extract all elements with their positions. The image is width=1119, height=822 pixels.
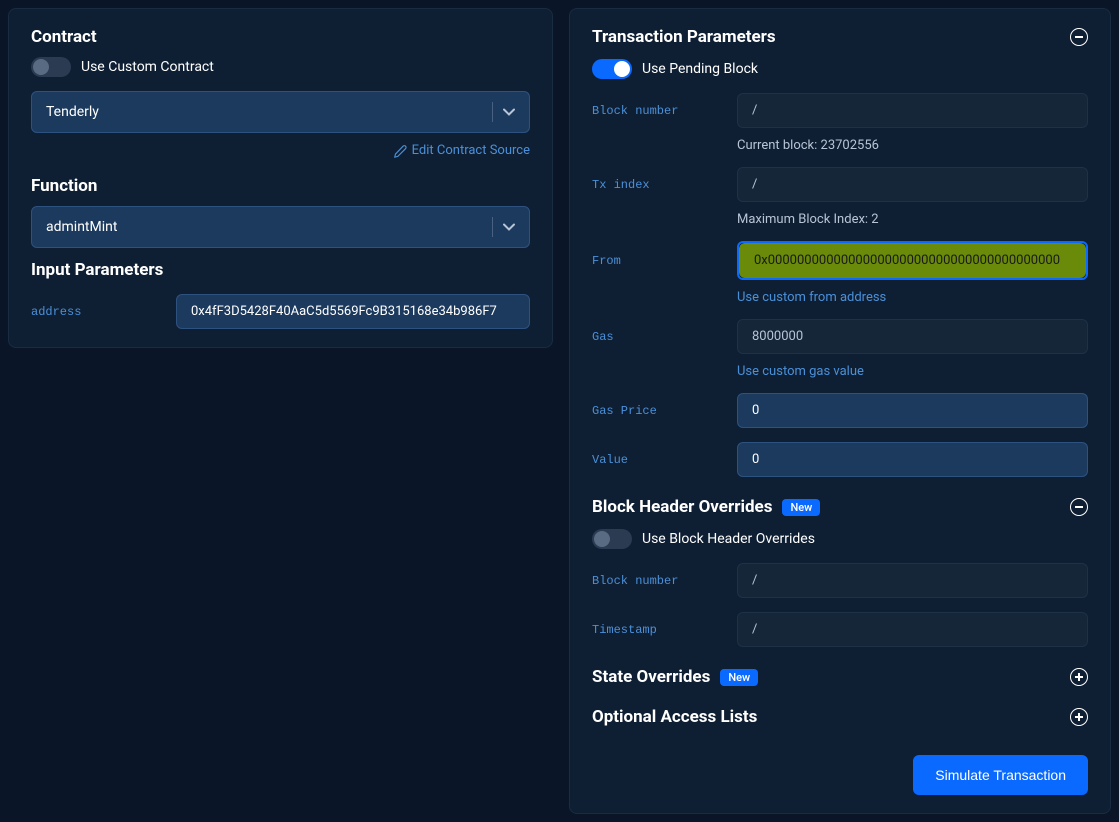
bh-block-number-input	[737, 563, 1088, 598]
tx-index-row: Tx index	[592, 167, 1088, 202]
gas-price-row: Gas Price	[592, 393, 1088, 428]
bh-block-number-label: Block number	[592, 574, 737, 588]
simulate-transaction-button[interactable]: Simulate Transaction	[913, 755, 1088, 795]
collapse-icon[interactable]	[1070, 498, 1088, 516]
input-param-label: address	[31, 305, 156, 319]
state-overrides-header: State Overrides New	[592, 667, 1088, 687]
from-label: From	[592, 254, 737, 268]
edit-icon	[393, 144, 407, 158]
gas-price-input[interactable]	[737, 393, 1088, 428]
edit-contract-source-link[interactable]: Edit Contract Source	[393, 143, 530, 158]
input-param-address[interactable]	[176, 294, 530, 329]
from-row: From	[592, 241, 1088, 280]
edit-link-row: Edit Contract Source	[31, 143, 530, 158]
from-address-link[interactable]: Use custom from address	[737, 290, 1088, 305]
gas-row: Gas	[592, 319, 1088, 354]
collapse-icon[interactable]	[1070, 28, 1088, 46]
bh-timestamp-row: Timestamp	[592, 612, 1088, 647]
contract-select-value: Tenderly	[46, 104, 99, 120]
transaction-panel: Transaction Parameters Use Pending Block…	[569, 8, 1111, 814]
block-number-input	[737, 93, 1088, 128]
tx-params-header: Transaction Parameters	[592, 27, 1088, 47]
use-pending-block-toggle[interactable]	[592, 59, 632, 79]
function-title: Function	[31, 176, 530, 196]
bh-block-number-row: Block number	[592, 563, 1088, 598]
edit-link-label: Edit Contract Source	[412, 143, 530, 158]
gas-input	[737, 319, 1088, 354]
tx-index-input	[737, 167, 1088, 202]
expand-icon[interactable]	[1070, 708, 1088, 726]
tx-params-title: Transaction Parameters	[592, 27, 776, 47]
use-block-header-overrides-row: Use Block Header Overrides	[592, 529, 1088, 549]
contract-select-wrapper: Tenderly	[31, 91, 530, 133]
use-custom-contract-toggle[interactable]	[31, 57, 71, 77]
gas-price-label: Gas Price	[592, 404, 737, 418]
use-pending-block-label: Use Pending Block	[642, 61, 758, 77]
contract-select[interactable]: Tenderly	[31, 91, 530, 133]
use-custom-contract-row: Use Custom Contract	[31, 57, 530, 77]
chevron-down-icon	[503, 221, 515, 233]
max-block-index-text: Maximum Block Index: 2	[737, 212, 1088, 227]
use-block-header-overrides-label: Use Block Header Overrides	[642, 531, 815, 547]
action-row: Simulate Transaction	[592, 755, 1088, 795]
use-pending-block-row: Use Pending Block	[592, 59, 1088, 79]
bh-timestamp-label: Timestamp	[592, 623, 737, 637]
state-overrides-title: State Overrides	[592, 667, 710, 687]
contract-title: Contract	[31, 27, 530, 47]
value-label: Value	[592, 453, 737, 467]
current-block-text: Current block: 23702556	[737, 138, 1088, 153]
tx-index-label: Tx index	[592, 178, 737, 192]
chevron-down-icon	[503, 106, 515, 118]
new-badge: New	[782, 499, 820, 516]
contract-panel: Contract Use Custom Contract Tenderly Ed…	[8, 8, 553, 348]
use-block-header-overrides-toggle[interactable]	[592, 529, 632, 549]
access-lists-title: Optional Access Lists	[592, 707, 757, 727]
input-params-title: Input Parameters	[31, 260, 530, 280]
value-input[interactable]	[737, 442, 1088, 477]
new-badge: New	[720, 669, 758, 686]
block-header-overrides-header: Block Header Overrides New	[592, 497, 1088, 517]
gas-value-link[interactable]: Use custom gas value	[737, 364, 1088, 379]
bh-timestamp-input	[737, 612, 1088, 647]
access-lists-header: Optional Access Lists	[592, 707, 1088, 727]
input-param-row: address	[31, 294, 530, 329]
block-number-label: Block number	[592, 104, 737, 118]
use-custom-contract-label: Use Custom Contract	[81, 59, 214, 75]
expand-icon[interactable]	[1070, 668, 1088, 686]
function-select-wrapper: admintMint	[31, 206, 530, 248]
gas-label: Gas	[592, 330, 737, 344]
from-input[interactable]	[739, 243, 1086, 278]
block-header-title: Block Header Overrides	[592, 497, 772, 517]
block-number-row: Block number	[592, 93, 1088, 128]
value-row: Value	[592, 442, 1088, 477]
function-select[interactable]: admintMint	[31, 206, 530, 248]
function-select-value: admintMint	[46, 219, 117, 235]
